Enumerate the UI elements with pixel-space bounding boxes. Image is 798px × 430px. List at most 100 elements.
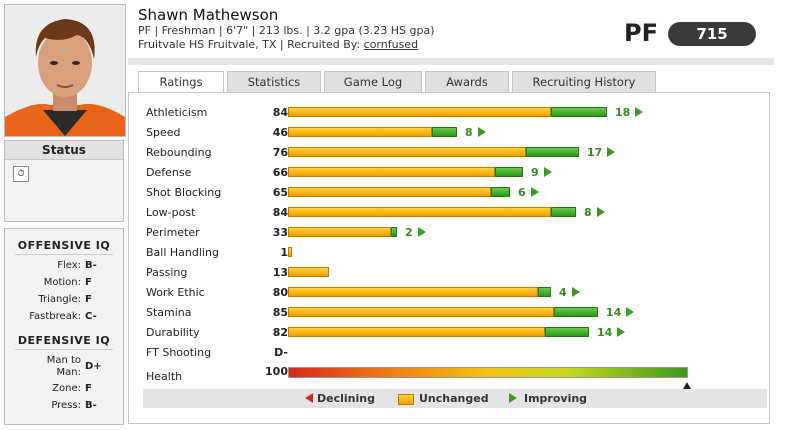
rating-row: Defense 66 9 (146, 163, 766, 183)
rating-value: 80 (272, 286, 288, 299)
rating-label: Stamina (146, 306, 192, 319)
improvement-value: 8 (465, 126, 473, 139)
improvement-bar (554, 307, 598, 317)
clock-icon[interactable]: ⏱ (13, 166, 29, 182)
iq-grade: F (85, 294, 92, 305)
iq-row: Press: B- (5, 400, 123, 417)
improving-arrow-icon (626, 307, 634, 317)
rating-label: Shot Blocking (146, 186, 222, 199)
rating-row: Low-post 84 8 (146, 203, 766, 223)
iq-row: Flex: B- (5, 260, 123, 277)
rating-value: 84 (272, 106, 288, 119)
iq-row: Triangle: F (5, 294, 123, 311)
iq-grade: B- (85, 260, 97, 271)
rating-label: Rebounding (146, 146, 212, 159)
rating-label: Perimeter (146, 226, 200, 239)
health-label: Health (146, 370, 183, 383)
tab-awards[interactable]: Awards (425, 71, 509, 93)
rating-bar (288, 107, 551, 117)
rating-bar (288, 187, 491, 197)
health-row: Health 100 (146, 364, 766, 389)
tab-statistics[interactable]: Statistics (227, 71, 321, 93)
rating-label: Defense (146, 166, 192, 179)
rating-label: Durability (146, 326, 200, 339)
rating-row: Durability 82 14 (146, 323, 766, 343)
iq-row: Man to Man: D+ (5, 355, 123, 383)
iq-grade: B- (85, 400, 97, 411)
rating-label: Speed (146, 126, 181, 139)
rating-label: FT Shooting (146, 346, 212, 359)
rating-label: Low-post (146, 206, 196, 219)
status-title: Status (5, 141, 123, 160)
improvement-bar (551, 107, 607, 117)
rating-row: Speed 46 8 (146, 123, 766, 143)
rating-row: Shot Blocking 65 6 (146, 183, 766, 203)
improving-arrow-icon (572, 287, 580, 297)
rating-label: Athleticism (146, 106, 208, 119)
player-school: Fruitvale HS Fruitvale, TX | Recruited B… (138, 38, 418, 51)
improvement-value: 8 (584, 206, 592, 219)
iq-label: Triangle: (38, 294, 81, 305)
rating-bar (288, 147, 526, 157)
rating-value: 82 (272, 326, 288, 339)
improving-arrow-icon (531, 187, 539, 197)
rating-value: 66 (272, 166, 288, 179)
iq-label: Motion: (43, 277, 81, 288)
iq-grade: F (85, 383, 92, 394)
rating-bar (288, 307, 554, 317)
rating-label: Work Ethic (146, 286, 205, 299)
rating-label: Ball Handling (146, 246, 219, 259)
improvement-value: 17 (587, 146, 603, 159)
tab-game-log[interactable]: Game Log (324, 71, 422, 93)
school-text: Fruitvale HS Fruitvale, TX | Recruited B… (138, 38, 364, 51)
improvement-value: 14 (597, 326, 613, 339)
rating-value: 1 (280, 246, 288, 259)
legend-declining: Declining (317, 392, 375, 405)
rating-row: Work Ethic 80 4 (146, 283, 766, 303)
iq-label: Fastbreak: (29, 311, 81, 322)
rating-value: 13 (272, 266, 288, 279)
rating-value: 46 (272, 126, 288, 139)
iq-grade: C- (85, 311, 97, 322)
iq-panel: OFFENSIVE IQ Flex: B- Motion: F Triangle: F… (4, 228, 124, 425)
improvement-bar (538, 287, 551, 297)
iq-grade: F (85, 277, 92, 288)
rating-row: Rebounding 76 17 (146, 143, 766, 163)
iq-row: Zone: F (5, 383, 123, 400)
header-divider (128, 58, 774, 65)
improvement-value: 18 (615, 106, 631, 119)
overall-badge: 715 (668, 22, 756, 46)
improving-arrow-icon (635, 107, 643, 117)
health-marker-icon (683, 382, 691, 389)
improvement-value: 6 (518, 186, 526, 199)
defensive-iq-title: DEFENSIVE IQ (15, 334, 113, 350)
tab-ratings[interactable]: Ratings (138, 71, 224, 94)
rating-value: D- (274, 346, 288, 359)
declining-icon (305, 393, 313, 403)
unchanged-icon (398, 394, 414, 405)
iq-label: Man to Man: (46, 355, 81, 378)
iq-label: Zone: (52, 383, 81, 394)
improving-arrow-icon (478, 127, 486, 137)
rating-row: Passing 13 (146, 263, 766, 283)
player-portrait (4, 4, 126, 137)
improving-arrow-icon (607, 147, 615, 157)
rating-value: 76 (272, 146, 288, 159)
rating-value: 33 (272, 226, 288, 239)
recruiter-link[interactable]: cornfused (363, 38, 419, 51)
rating-bar (288, 207, 551, 217)
iq-row: Motion: F (5, 277, 123, 294)
tab-recruiting-history[interactable]: Recruiting History (512, 71, 656, 93)
rating-bar (288, 327, 545, 337)
health-value: 100 (265, 365, 288, 378)
rating-label: Passing (146, 266, 188, 279)
offensive-iq-title: OFFENSIVE IQ (15, 239, 113, 255)
legend-unchanged: Unchanged (419, 392, 489, 405)
improvement-bar (545, 327, 589, 337)
legend-improving: Improving (524, 392, 588, 405)
improvement-bar (491, 187, 510, 197)
rating-value: 85 (272, 306, 288, 319)
player-info: PF | Freshman | 6'7" | 213 lbs. | 3.2 gp… (138, 24, 435, 37)
improving-arrow-icon (418, 227, 426, 237)
health-bar (288, 367, 688, 378)
